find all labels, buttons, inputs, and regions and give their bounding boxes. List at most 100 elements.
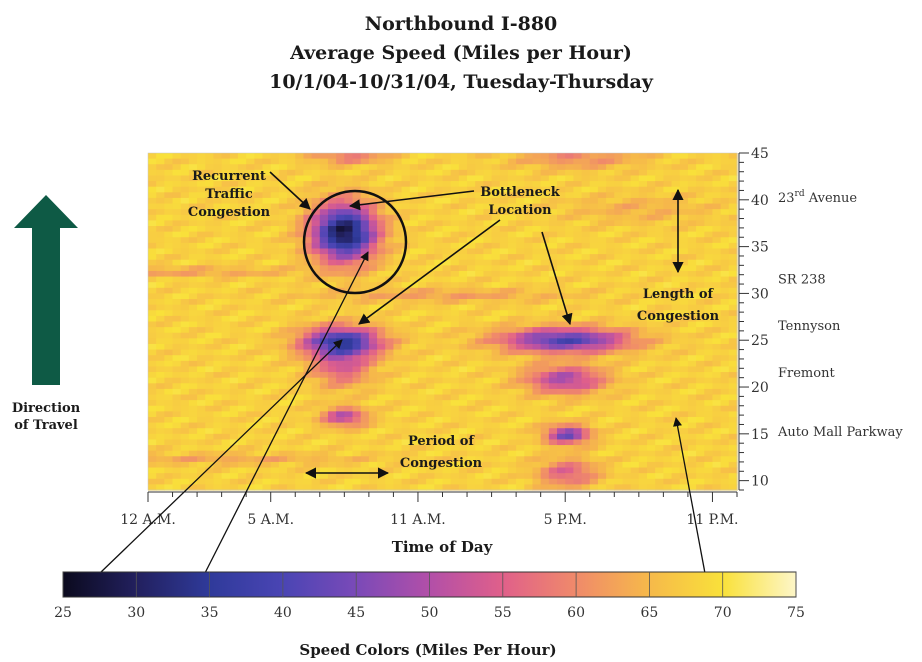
heatmap-cell (417, 186, 427, 193)
heatmap-cell (434, 377, 444, 384)
heatmap-cell (540, 428, 550, 435)
heatmap-cell (385, 226, 395, 233)
heatmap-cell (327, 282, 337, 289)
heatmap-cell (393, 164, 403, 171)
heatmap-cell (409, 461, 419, 469)
heatmap-cell (491, 372, 501, 379)
heatmap-cell (524, 287, 534, 295)
heatmap-cell (148, 383, 157, 390)
heatmap-cell (467, 192, 476, 199)
heatmap-cell (377, 456, 386, 463)
heatmap-cell (475, 276, 484, 283)
heatmap-cell (540, 400, 550, 407)
heatmap-cell (278, 411, 288, 418)
heatmap-cell (319, 282, 329, 289)
heatmap-cell (516, 265, 525, 272)
heatmap-cell (475, 310, 484, 317)
heatmap-cell (417, 299, 427, 306)
heatmap-cell (573, 383, 583, 390)
heatmap-cell (188, 349, 198, 356)
heatmap-cell (417, 181, 427, 188)
heatmap-cell (377, 315, 386, 323)
heatmap-cell (205, 327, 215, 334)
heatmap-cell (475, 433, 484, 441)
heatmap-cell (696, 153, 705, 160)
heatmap-cell (516, 299, 525, 306)
heatmap-cell (557, 276, 566, 283)
heatmap-cell (368, 315, 378, 323)
heatmap-cell (507, 181, 517, 188)
heatmap-cell (532, 377, 542, 384)
heatmap-cell (679, 259, 689, 266)
heatmap-cell (205, 231, 215, 238)
heatmap-cell (417, 265, 427, 272)
heatmap-cell (295, 327, 305, 334)
heatmap-cell (164, 276, 174, 283)
heatmap-cell (647, 450, 656, 457)
heatmap-cell (704, 327, 714, 334)
heatmap-cell (638, 153, 648, 160)
heatmap-cell (458, 416, 468, 424)
heatmap-cell (647, 473, 656, 480)
heatmap-cell (205, 473, 215, 480)
heatmap-cell (573, 169, 583, 177)
heatmap-cell (237, 310, 247, 317)
heatmap-cell (262, 287, 272, 295)
heatmap-cell (516, 445, 525, 452)
heatmap-cell (377, 287, 386, 295)
heatmap-cell (491, 433, 501, 441)
heatmap-cell (270, 299, 280, 306)
heatmap-cell (229, 461, 239, 469)
heatmap-cell (548, 388, 558, 396)
heatmap-cell (475, 321, 484, 328)
heatmap-cell (336, 254, 345, 261)
heatmap-cell (499, 422, 509, 429)
heatmap-cell (319, 231, 329, 238)
heatmap-cell (450, 153, 460, 160)
heatmap-cell (581, 484, 591, 491)
heatmap-cell (475, 383, 484, 390)
heatmap-cell (327, 327, 337, 334)
heatmap-cell (417, 478, 427, 485)
heatmap-cell (467, 327, 476, 334)
heatmap-cell (532, 439, 542, 446)
heatmap-cell (205, 248, 215, 255)
heatmap-cell (180, 355, 190, 362)
heatmap-cell (303, 372, 313, 379)
heatmap-cell (409, 327, 419, 334)
heatmap-cell (548, 169, 558, 177)
heatmap-cell (450, 259, 460, 266)
heatmap-cell (720, 259, 730, 266)
heatmap-cell (205, 220, 215, 227)
heatmap-cell (180, 422, 190, 429)
heatmap-cell (638, 467, 648, 474)
heatmap-cell (614, 214, 624, 221)
heatmap-cell (246, 422, 255, 429)
heatmap-cell (467, 164, 476, 171)
heatmap-cell (377, 484, 386, 491)
heatmap-cell (712, 450, 722, 457)
heatmap-cell (172, 332, 182, 339)
y-tick-label: 25 (751, 333, 769, 349)
heatmap-cell (311, 282, 321, 289)
heatmap-cell (164, 310, 174, 317)
heatmap-cell (295, 400, 305, 407)
heatmap-cell (409, 473, 419, 480)
heatmap-cell (368, 473, 378, 480)
heatmap-cell (213, 355, 223, 362)
heatmap-cell (679, 299, 689, 306)
heatmap-cell (720, 226, 730, 233)
heatmap-cell (229, 360, 239, 368)
heatmap-cell (205, 445, 215, 452)
heatmap-cell (696, 242, 705, 250)
heatmap-cell (262, 372, 272, 379)
heatmap-cell (532, 226, 542, 233)
heatmap-cell (270, 175, 280, 182)
heatmap-cell (164, 209, 174, 216)
heatmap-cell (606, 360, 615, 368)
heatmap-cell (712, 383, 722, 390)
heatmap-cell (254, 394, 264, 401)
heatmap-cell (417, 405, 427, 412)
heatmap-cell (450, 355, 460, 362)
heatmap-cell (516, 366, 525, 373)
